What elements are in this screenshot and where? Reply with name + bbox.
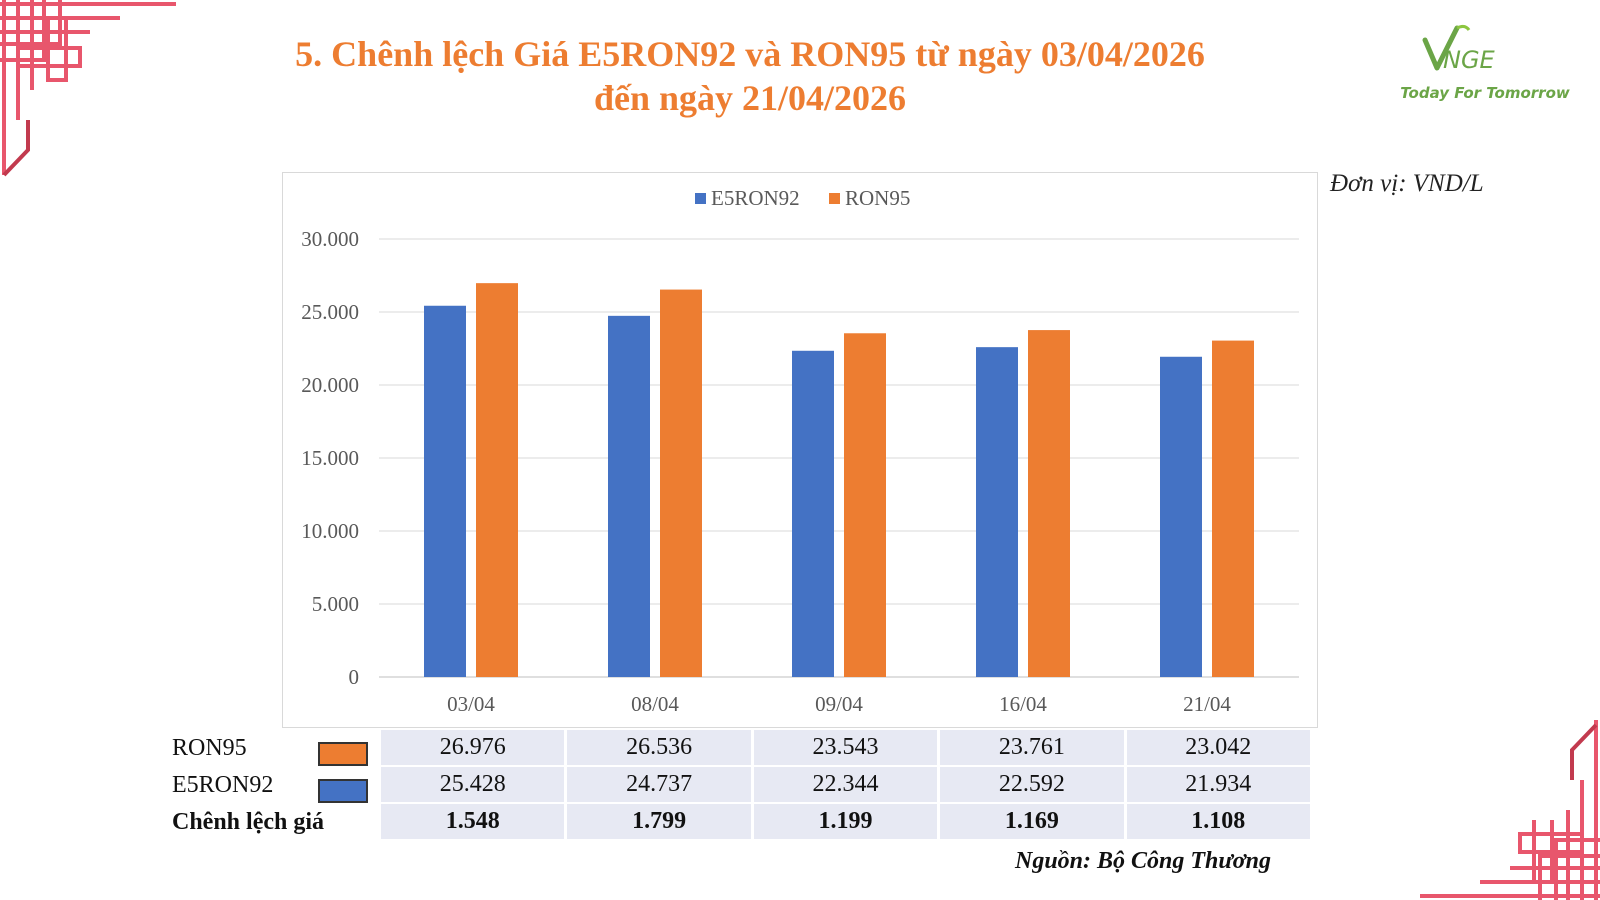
source-note: Nguồn: Bộ Công Thương [1015, 848, 1271, 874]
unit-label: Đơn vị: VND/L [1330, 170, 1484, 197]
table-cell: 1.199 [750, 804, 938, 841]
data-table: RON95 26.976 26.536 23.543 23.761 23.042 E5RON… [172, 730, 1310, 841]
table-cell: 1.799 [564, 804, 751, 841]
table-row: RON95 26.976 26.536 23.543 23.761 23.042 [172, 730, 1310, 767]
table-cell: 1.169 [937, 804, 1124, 841]
corner-ornament-top-left [0, 0, 176, 177]
row-label: E5RON92 [172, 767, 378, 804]
row-label: Chênh lệch giá [172, 804, 378, 841]
table-cell: 1.548 [378, 804, 565, 841]
title-line-1: 5. Chênh lệch Giá E5RON92 và RON95 từ ng… [295, 34, 1205, 74]
y-tick-label: 15.000 [301, 446, 359, 470]
table-cell: 1.108 [1123, 804, 1310, 841]
page-title: 5. Chênh lệch Giá E5RON92 và RON95 từ ng… [220, 32, 1280, 120]
y-tick-label: 0 [349, 665, 360, 689]
y-tick-label: 10.000 [301, 519, 359, 543]
legend-swatch [318, 742, 368, 766]
y-tick-label: 25.000 [301, 300, 359, 324]
table-row: E5RON92 25.428 24.737 22.344 22.592 21.934 [172, 767, 1310, 804]
x-tick-label: 03/04 [447, 692, 495, 716]
legend-swatch [318, 779, 368, 803]
row-label: RON95 [172, 730, 378, 767]
table-cell: 23.761 [937, 730, 1124, 767]
vnge-logo: NGE Today For Tomorrow [1395, 22, 1575, 107]
bar-chart: 0 5.000 10.000 15.000 20.000 25.000 30.000 03/0… [301, 186, 1299, 716]
bar-ron95-09-04 [844, 333, 886, 677]
bar-e5ron92-09-04 [792, 350, 834, 677]
x-tick-label: 16/04 [999, 692, 1047, 716]
x-tick-label: 21/04 [1183, 692, 1231, 716]
table-row: Chênh lệch giá 1.548 1.799 1.199 1.169 1.108 [172, 804, 1310, 841]
y-tick-label: 20.000 [301, 373, 359, 397]
bar-e5ron92-08-04 [608, 315, 650, 677]
svg-text:NGE: NGE [1443, 46, 1496, 74]
table-cell: 21.934 [1123, 767, 1310, 804]
row-label-text: RON95 [172, 735, 247, 761]
bar-ron95-03-04 [476, 283, 518, 677]
table-cell: 26.536 [564, 730, 751, 767]
table-cell: 25.428 [378, 767, 565, 804]
bar-ron95-21-04 [1212, 340, 1254, 677]
bar-ron95-08-04 [660, 289, 702, 677]
bar-ron95-16-04 [1028, 330, 1070, 677]
x-tick-label: 08/04 [631, 692, 679, 716]
legend-swatch-ron95 [829, 193, 840, 204]
table-cell: 23.042 [1123, 730, 1310, 767]
legend-label-e5ron92: E5RON92 [711, 186, 800, 210]
bar-e5ron92-21-04 [1160, 356, 1202, 677]
bar-e5ron92-16-04 [976, 347, 1018, 677]
bar-e5ron92-03-04 [424, 305, 466, 677]
row-label-text: E5RON92 [172, 772, 274, 798]
title-line-2: đến ngày 21/04/2026 [593, 78, 907, 118]
vnge-logo-mark: NGE [1422, 24, 1496, 74]
y-tick-label: 30.000 [301, 227, 359, 251]
table-cell: 22.344 [750, 767, 938, 804]
table-cell: 26.976 [378, 730, 565, 767]
y-tick-label: 5.000 [312, 592, 359, 616]
corner-ornament-bottom-right [1420, 720, 1600, 900]
row-label-text: Chênh lệch giá [172, 809, 325, 835]
x-tick-label: 09/04 [815, 692, 863, 716]
chart-frame: 0 5.000 10.000 15.000 20.000 25.000 30.000 03/0… [282, 172, 1318, 728]
legend-swatch-e5ron92 [695, 193, 706, 204]
table-cell: 24.737 [564, 767, 751, 804]
logo-tagline: Today For Tomorrow [1400, 84, 1570, 102]
table-cell: 22.592 [937, 767, 1124, 804]
table-cell: 23.543 [750, 730, 938, 767]
legend-label-ron95: RON95 [845, 186, 910, 210]
